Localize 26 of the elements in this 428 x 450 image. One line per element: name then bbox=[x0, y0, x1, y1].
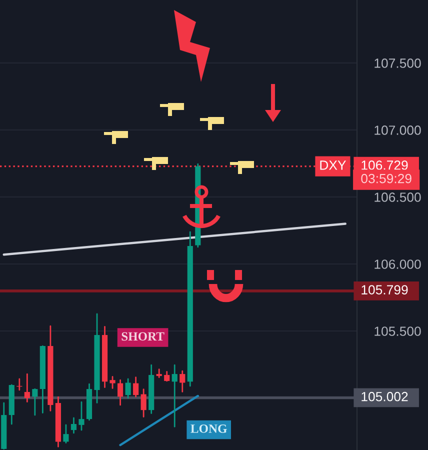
annotation: DXY bbox=[320, 160, 346, 170]
candlestick bbox=[78, 401, 84, 431]
y-tick-label: 106.500 bbox=[374, 192, 421, 202]
candlestick bbox=[118, 379, 124, 406]
candlestick bbox=[133, 376, 139, 398]
ref-line-label: 105.799 bbox=[362, 285, 408, 294]
y-tick-label: 106.000 bbox=[374, 260, 421, 269]
candlestick bbox=[32, 388, 38, 416]
candlestick bbox=[125, 378, 131, 399]
y-tick-label: 107.000 bbox=[374, 126, 421, 135]
y-tick-label: 105.500 bbox=[374, 326, 421, 336]
candlestick bbox=[172, 364, 178, 428]
candlestick bbox=[164, 371, 170, 382]
candlestick bbox=[140, 388, 146, 418]
candlestick bbox=[180, 370, 186, 392]
ref-line-label: 106.729 bbox=[362, 160, 408, 170]
candlestick bbox=[156, 368, 162, 378]
candlestick bbox=[110, 376, 116, 389]
candlestick bbox=[70, 417, 77, 434]
ref-line-label: 105.002 bbox=[362, 392, 408, 402]
candlestick bbox=[24, 373, 30, 402]
annotation: LONG bbox=[190, 424, 227, 433]
y-tick-label: 107.500 bbox=[374, 58, 421, 68]
candlestick bbox=[63, 424, 69, 444]
annotation: SHORT bbox=[122, 332, 164, 341]
text: 03:59:29 bbox=[361, 174, 412, 184]
